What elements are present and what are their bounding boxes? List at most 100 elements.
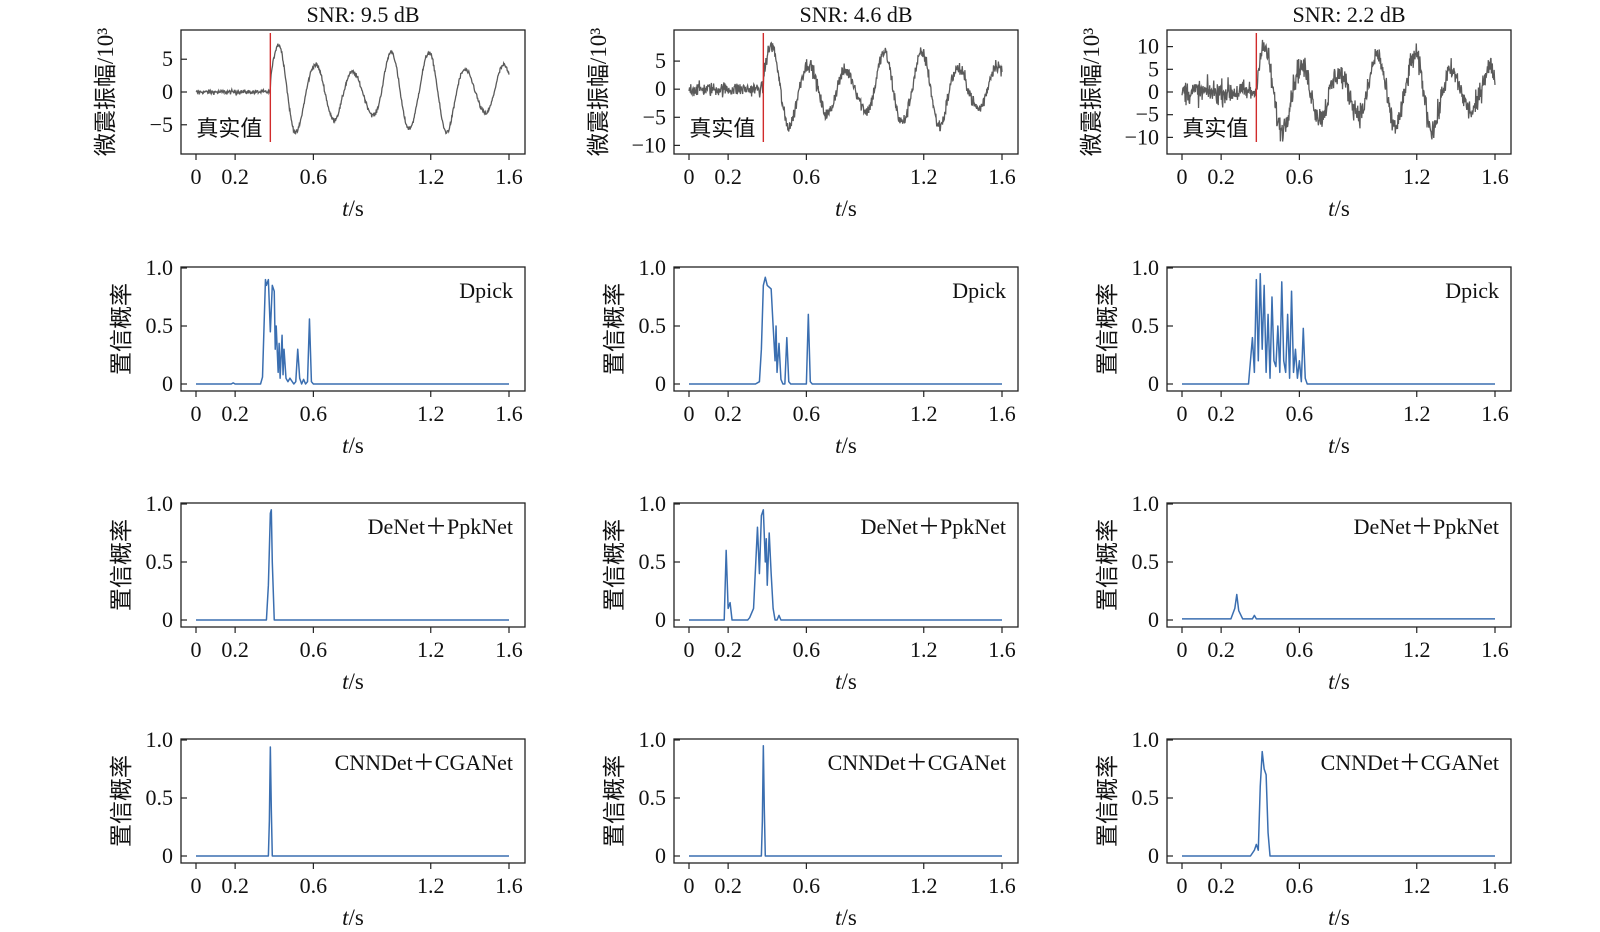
y-tick-label: −5 — [1136, 102, 1159, 127]
true-value-annotation: 真实值 — [196, 116, 262, 141]
y-tick-label: −5 — [150, 112, 173, 137]
plot-frame — [180, 738, 526, 864]
x-tick-label: 1.6 — [495, 873, 523, 898]
x-tick-label: 0 — [1177, 637, 1188, 662]
x-tick-label: 1.2 — [910, 873, 938, 898]
y-axis-label: 置信概率 — [1095, 519, 1120, 611]
y-tick-label: 0 — [655, 371, 666, 396]
x-tick-label: 0 — [1177, 164, 1188, 189]
x-tick-label: 1.6 — [988, 873, 1016, 898]
x-axis-label: t/s — [342, 669, 364, 694]
x-tick-label: 1.2 — [1403, 873, 1431, 898]
x-tick-label: 0 — [191, 637, 202, 662]
x-axis-label: t/s — [1328, 196, 1350, 221]
x-tick-label: 0.6 — [793, 164, 821, 189]
y-tick-label: 5 — [1148, 56, 1159, 81]
confidence-curve — [196, 746, 509, 857]
x-tick-label: 1.6 — [988, 637, 1016, 662]
x-tick-label: 0 — [191, 401, 202, 426]
y-tick-label: 0 — [1148, 371, 1159, 396]
x-tick-label: 1.6 — [495, 637, 523, 662]
y-tick-label: 1.0 — [639, 727, 667, 752]
y-tick-label: 0.5 — [639, 313, 667, 338]
y-axis-label: 置信概率 — [602, 283, 627, 375]
y-axis-label: 置信概率 — [109, 755, 134, 847]
panel-4-2: 0 0.2 0.6 1.2 1.6 1.0 0.5 0 t/s 置信概率 CNNDet＋CGANet — [602, 727, 1019, 930]
x-tick-label: 1.6 — [988, 401, 1016, 426]
y-tick-label: 0 — [1148, 607, 1159, 632]
panel-title: SNR: 2.2 dB — [1292, 2, 1405, 27]
x-tick-label: 0.2 — [221, 164, 249, 189]
y-tick-label: −10 — [632, 132, 666, 157]
plot-frame — [1166, 738, 1512, 864]
y-tick-label: 0.5 — [1132, 785, 1160, 810]
x-tick-label: 0 — [684, 873, 695, 898]
plot-frame — [180, 502, 526, 628]
panel-1-2: 0 0.2 0.6 1.2 1.6 5 0 −5 −10 t/s 微震振幅/10³ SNR: 4.6 … — [586, 2, 1019, 221]
x-tick-label: 1.6 — [1481, 873, 1509, 898]
x-axis-label: t/s — [342, 433, 364, 458]
x-tick-label: 0.2 — [714, 401, 742, 426]
x-tick-label: 0.2 — [221, 873, 249, 898]
x-tick-label: 0 — [1177, 401, 1188, 426]
panel-3-1: 0 0.2 0.6 1.2 1.6 1.0 0.5 0 t/s 置信概率 DeNet＋PpkNet — [109, 491, 526, 694]
y-tick-label: 1.0 — [146, 255, 174, 280]
plot-frame — [180, 266, 526, 392]
x-tick-label: 0 — [1177, 873, 1188, 898]
x-axis-label: t/s — [1328, 433, 1350, 458]
y-tick-label: 1.0 — [639, 491, 667, 516]
y-tick-label: 0 — [162, 843, 173, 868]
panel-2-1: 0 0.2 0.6 1.2 1.6 1.0 0.5 0 t/s 置信概率 Dpick — [109, 255, 526, 458]
y-axis-label: 置信概率 — [602, 519, 627, 611]
confidence-curve — [689, 276, 1002, 385]
y-tick-label: 0.5 — [639, 549, 667, 574]
x-tick-label: 1.6 — [988, 164, 1016, 189]
y-tick-label: 0 — [1148, 79, 1159, 104]
y-tick-label: 0.5 — [639, 785, 667, 810]
x-tick-label: 0.2 — [1207, 637, 1235, 662]
true-value-annotation: 真实值 — [1182, 116, 1248, 141]
y-tick-label: 0 — [162, 607, 173, 632]
x-axis-label: t/s — [1328, 905, 1350, 930]
x-tick-label: 1.2 — [417, 637, 445, 662]
confidence-curve — [689, 509, 1002, 621]
y-tick-label: 1.0 — [146, 491, 174, 516]
x-tick-label: 1.2 — [910, 637, 938, 662]
x-tick-label: 1.2 — [417, 873, 445, 898]
x-tick-label: 0 — [191, 164, 202, 189]
x-tick-label: 1.2 — [910, 401, 938, 426]
y-tick-label: 0 — [162, 79, 173, 104]
x-tick-label: 1.2 — [1403, 401, 1431, 426]
x-tick-label: 0.2 — [714, 164, 742, 189]
x-tick-label: 0.6 — [793, 637, 821, 662]
confidence-curve — [1182, 273, 1495, 385]
x-axis-label: t/s — [835, 196, 857, 221]
x-axis-label: t/s — [342, 196, 364, 221]
panel-1-1: 0 0.2 0.6 1.2 1.6 5 0 −5 t/s 微震振幅/10³ SNR: 9.5 dB 真… — [93, 2, 526, 221]
x-tick-label: 0.2 — [714, 873, 742, 898]
plot-frame — [673, 502, 1019, 628]
y-tick-label: 1.0 — [146, 727, 174, 752]
confidence-curve — [1182, 750, 1495, 857]
y-tick-label: −5 — [643, 104, 666, 129]
y-tick-label: 1.0 — [1132, 255, 1160, 280]
x-tick-label: 0.6 — [1286, 873, 1314, 898]
y-axis-label: 微震振幅/10³ — [1079, 28, 1104, 156]
plot-frame — [673, 738, 1019, 864]
x-tick-label: 0.6 — [300, 873, 328, 898]
y-axis-label: 置信概率 — [1095, 755, 1120, 847]
x-tick-label: 1.2 — [417, 401, 445, 426]
panel-4-1: 0 0.2 0.6 1.2 1.6 1.0 0.5 0 t/s 置信概率 CNNDet＋CGANet — [109, 727, 526, 930]
x-tick-label: 0.2 — [221, 637, 249, 662]
panel-3-2: 0 0.2 0.6 1.2 1.6 1.0 0.5 0 t/s 置信概率 DeNet＋PpkNet — [602, 491, 1019, 694]
panel-4-3: 0 0.2 0.6 1.2 1.6 1.0 0.5 0 t/s 置信概率 CNNDet＋CGANet — [1095, 727, 1512, 930]
method-label: DeNet＋PpkNet — [368, 514, 513, 539]
x-tick-label: 0.6 — [793, 873, 821, 898]
y-tick-label: 0 — [655, 843, 666, 868]
y-tick-label: 0 — [162, 371, 173, 396]
x-tick-label: 0.6 — [300, 401, 328, 426]
x-tick-label: 0.2 — [221, 401, 249, 426]
y-tick-label: 0 — [655, 76, 666, 101]
panel-2-2: 0 0.2 0.6 1.2 1.6 1.0 0.5 0 t/s 置信概率 Dpick — [602, 255, 1019, 458]
confidence-curve — [689, 745, 1002, 857]
